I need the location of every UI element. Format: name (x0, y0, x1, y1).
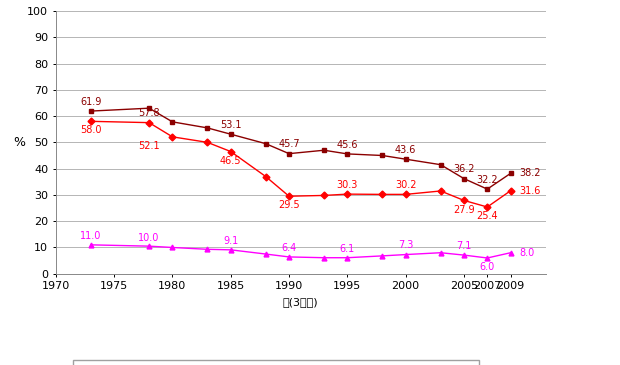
メイン借入/(借入金+社債+自己資本) (507, 250, 515, 255)
借入金/(借入金+社債+自己資本) (87, 119, 94, 123)
メイン借入/(借入金+社債+自己資本) (402, 252, 409, 257)
Text: 30.3: 30.3 (337, 180, 358, 190)
Text: 29.5: 29.5 (278, 200, 300, 210)
借入金/(借入金+社債+自己資本) (437, 189, 445, 193)
Text: 45.7: 45.7 (278, 139, 300, 150)
借入金/(借入金+社債+自己資本) (321, 193, 328, 197)
Text: 27.9: 27.9 (453, 205, 475, 215)
(借入金+社債)/(借入金+社債+自己資本) (227, 132, 234, 137)
Text: 57.8: 57.8 (138, 108, 160, 118)
メイン借入/(借入金+社債+自己資本) (321, 255, 328, 260)
メイン借入/(借入金+社債+自己資本) (169, 245, 176, 250)
Text: 10.0: 10.0 (138, 233, 160, 243)
借入金/(借入金+社債+自己資本) (484, 205, 491, 209)
(借入金+社債)/(借入金+社債+自己資本) (460, 176, 467, 181)
Text: 61.9: 61.9 (80, 97, 102, 107)
借入金/(借入金+社債+自己資本) (402, 192, 409, 197)
Text: 52.1: 52.1 (138, 141, 160, 151)
Text: 6.4: 6.4 (281, 243, 296, 253)
Text: 25.4: 25.4 (477, 211, 498, 221)
(借入金+社債)/(借入金+社債+自己資本) (343, 152, 351, 156)
Text: 30.2: 30.2 (395, 180, 417, 190)
メイン借入/(借入金+社債+自己資本) (379, 254, 386, 258)
メイン借入/(借入金+社債+自己資本) (437, 250, 445, 255)
(借入金+社債)/(借入金+社債+自己資本) (169, 120, 176, 124)
借入金/(借入金+社債+自己資本) (379, 192, 386, 197)
Text: 36.2: 36.2 (453, 165, 475, 174)
Text: 31.6: 31.6 (519, 186, 540, 196)
Text: 7.3: 7.3 (398, 241, 414, 250)
借入金/(借入金+社債+自己資本) (285, 194, 293, 199)
メイン借入/(借入金+社債+自己資本) (262, 252, 270, 256)
Text: 58.0: 58.0 (80, 126, 102, 135)
借入金/(借入金+社債+自己資本) (507, 188, 515, 193)
(借入金+社債)/(借入金+社債+自己資本) (507, 171, 515, 176)
Text: 32.2: 32.2 (477, 175, 498, 185)
(借入金+社債)/(借入金+社債+自己資本) (379, 153, 386, 158)
借入金/(借入金+社債+自己資本) (460, 198, 467, 203)
Text: 43.6: 43.6 (395, 145, 417, 155)
メイン借入/(借入金+社債+自己資本) (87, 243, 94, 247)
Text: 8.0: 8.0 (519, 248, 534, 258)
借入金/(借入金+社債+自己資本) (169, 135, 176, 139)
(借入金+社債)/(借入金+社債+自己資本) (437, 162, 445, 167)
Line: (借入金+社債)/(借入金+社債+自己資本): (借入金+社債)/(借入金+社債+自己資本) (89, 106, 513, 192)
借入金/(借入金+社債+自己資本) (262, 174, 270, 179)
(借入金+社債)/(借入金+社債+自己資本) (285, 151, 293, 156)
メイン借入/(借入金+社債+自己資本) (285, 255, 293, 259)
借入金/(借入金+社債+自己資本) (145, 120, 153, 125)
Text: 38.2: 38.2 (519, 168, 541, 178)
借入金/(借入金+社債+自己資本) (343, 192, 351, 196)
Legend: (借入金+社債)/(借入金+社債+自己資本), 借入金/(借入金+社債+自己資本), メイン借入/(借入金+社債+自己資本): (借入金+社債)/(借入金+社債+自己資本), 借入金/(借入金+社債+自己資本… (73, 360, 479, 365)
Line: メイン借入/(借入金+社債+自己資本): メイン借入/(借入金+社債+自己資本) (89, 242, 513, 260)
(借入金+社債)/(借入金+社債+自己資本) (145, 106, 153, 110)
X-axis label: 年(3月期): 年(3月期) (283, 297, 319, 307)
Text: 45.6: 45.6 (337, 140, 358, 150)
(借入金+社債)/(借入金+社債+自己資本) (484, 187, 491, 191)
(借入金+社債)/(借入金+社債+自己資本) (321, 148, 328, 153)
メイン借入/(借入金+社債+自己資本) (227, 247, 234, 252)
Text: 6.0: 6.0 (480, 262, 495, 272)
Text: 7.1: 7.1 (456, 241, 472, 251)
メイン借入/(借入金+社債+自己資本) (484, 256, 491, 260)
(借入金+社債)/(借入金+社債+自己資本) (87, 109, 94, 113)
メイン借入/(借入金+社債+自己資本) (460, 253, 467, 257)
メイン借入/(借入金+社債+自己資本) (204, 247, 211, 251)
(借入金+社債)/(借入金+社債+自己資本) (262, 142, 270, 146)
(借入金+社債)/(借入金+社債+自己資本) (402, 157, 409, 161)
メイン借入/(借入金+社債+自己資本) (343, 255, 351, 260)
メイン借入/(借入金+社債+自己資本) (145, 244, 153, 248)
Text: 53.1: 53.1 (220, 120, 241, 130)
Text: 9.1: 9.1 (223, 236, 238, 246)
Text: 11.0: 11.0 (80, 231, 102, 241)
(借入金+社債)/(借入金+社債+自己資本) (204, 126, 211, 130)
借入金/(借入金+社債+自己資本) (227, 149, 234, 154)
借入金/(借入金+社債+自己資本) (204, 140, 211, 145)
Text: 6.1: 6.1 (340, 243, 355, 254)
Line: 借入金/(借入金+社債+自己資本): 借入金/(借入金+社債+自己資本) (89, 119, 513, 210)
Y-axis label: %: % (13, 136, 25, 149)
Text: 46.5: 46.5 (220, 156, 241, 166)
